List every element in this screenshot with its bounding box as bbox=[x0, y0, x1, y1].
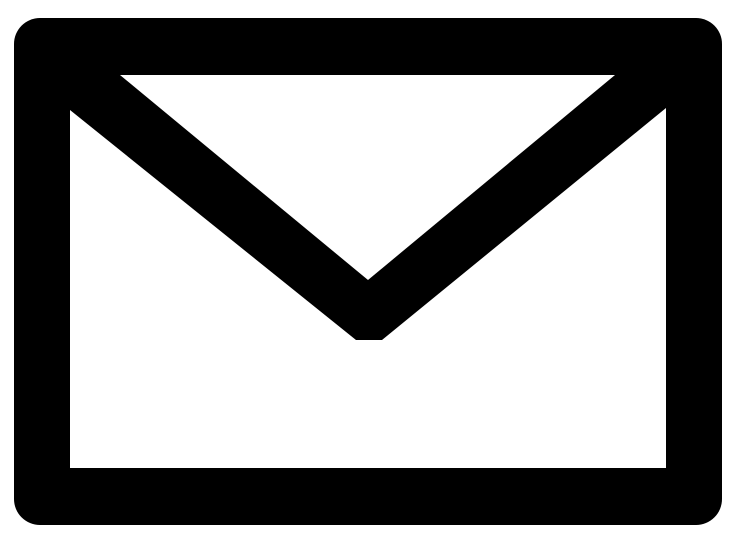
envelope-flap-top bbox=[120, 75, 615, 280]
envelope-lower-panel bbox=[70, 108, 666, 468]
